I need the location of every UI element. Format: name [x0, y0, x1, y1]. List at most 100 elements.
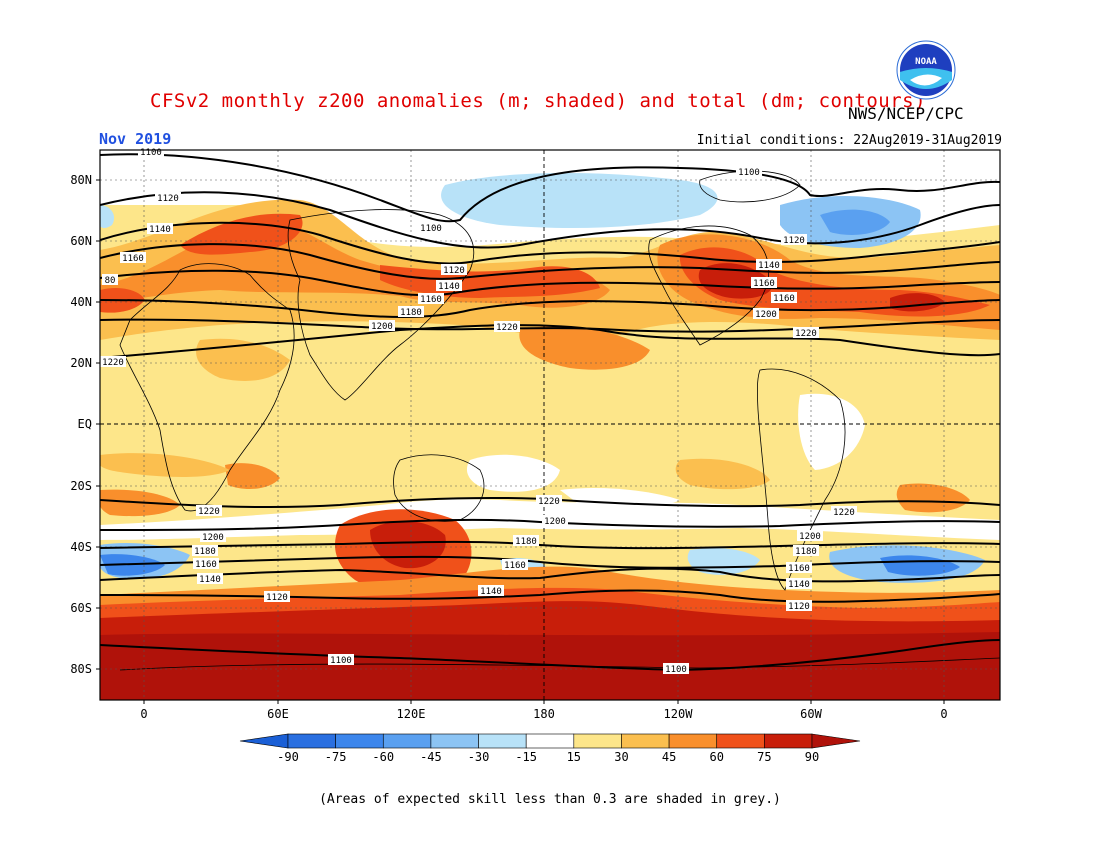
svg-text:1160: 1160: [788, 564, 810, 574]
lat-tick: 40S: [70, 540, 100, 554]
colorbar-low-arrow: [239, 733, 289, 749]
contour-label: 80: [102, 274, 118, 286]
svg-text:20N: 20N: [70, 356, 92, 370]
colorbar-tick-label: 45: [662, 750, 676, 764]
colorbar-tick-label: 30: [614, 750, 628, 764]
svg-text:80N: 80N: [70, 173, 92, 187]
colorbar-swatch: [668, 733, 718, 749]
svg-text:1100: 1100: [420, 224, 442, 234]
lon-tick: 60W: [800, 700, 823, 721]
contour-label: 1140: [436, 280, 462, 292]
lat-tick: EQ: [78, 417, 100, 431]
svg-text:1200: 1200: [799, 532, 821, 542]
contour-label: 1160: [786, 562, 812, 574]
svg-text:1160: 1160: [420, 295, 442, 305]
colorbar-swatch: [764, 733, 813, 749]
svg-text:1100: 1100: [330, 656, 352, 666]
contour-label: 1100: [328, 654, 354, 666]
svg-text:80S: 80S: [70, 662, 92, 676]
svg-text:1100: 1100: [140, 148, 162, 158]
lat-tick: 80N: [70, 173, 100, 187]
svg-text:1140: 1140: [149, 225, 171, 235]
svg-text:1120: 1120: [788, 602, 810, 612]
colorbar-labels: -90 -75 -60 -45 -30 -15 15 30 45 60 75 90: [277, 750, 819, 764]
svg-text:60S: 60S: [70, 601, 92, 615]
svg-text:40N: 40N: [70, 295, 92, 309]
contour-label: 1200: [753, 308, 779, 320]
svg-text:60E: 60E: [267, 707, 289, 721]
contour-label: 1220: [831, 506, 857, 518]
svg-text:1200: 1200: [371, 322, 393, 332]
svg-text:1220: 1220: [538, 497, 560, 507]
lon-tick: 120E: [397, 700, 425, 721]
contour-label: 1120: [441, 264, 467, 276]
svg-text:1100: 1100: [665, 665, 687, 675]
contour-label: 1100: [418, 222, 444, 234]
contour-label: 1220: [100, 356, 126, 368]
svg-text:1140: 1140: [438, 282, 460, 292]
graticule: [100, 150, 1000, 700]
svg-text:EQ: EQ: [78, 417, 92, 431]
contour-label: 1200: [542, 515, 568, 527]
svg-text:1200: 1200: [755, 310, 777, 320]
reference-lines: [100, 150, 1000, 700]
svg-text:1140: 1140: [199, 575, 221, 585]
contour-label: 1120: [155, 192, 181, 204]
colorbar-swatch: [382, 733, 432, 749]
colorbar-swatch: [335, 733, 384, 749]
colorbar-swatch: [573, 733, 622, 749]
svg-text:1220: 1220: [795, 329, 817, 339]
colorbar-swatch: [525, 733, 575, 749]
colorbar-swatch: [621, 733, 670, 749]
svg-text:180: 180: [533, 707, 555, 721]
colorbar-tick-label: 90: [805, 750, 819, 764]
svg-text:40S: 40S: [70, 540, 92, 554]
lat-tick: 60S: [70, 601, 100, 615]
svg-text:1200: 1200: [202, 533, 224, 543]
contour-label: 1140: [756, 259, 782, 271]
colorbar-swatch: [478, 733, 527, 749]
contour-label: 1180: [793, 545, 819, 557]
contour-label: 1200: [797, 530, 823, 542]
longitude-axis: 0 60E 120E 180 120W 60W 0: [140, 700, 948, 721]
contour-label: 1120: [781, 234, 807, 246]
svg-text:1180: 1180: [795, 547, 817, 557]
contour-label: 1160: [418, 293, 444, 305]
colorbar-swatch: [430, 733, 479, 749]
svg-text:1220: 1220: [496, 323, 518, 333]
svg-text:1140: 1140: [758, 261, 780, 271]
svg-text:1200: 1200: [544, 517, 566, 527]
contour-label: 1120: [264, 591, 290, 603]
noaa-logo-text: NOAA: [915, 57, 937, 67]
latitude-axis: 80N 60N 40N 20N EQ 20S 40S 60S 80S: [70, 173, 100, 676]
lon-tick: 60E: [267, 700, 289, 721]
svg-text:1120: 1120: [157, 194, 179, 204]
svg-text:60N: 60N: [70, 234, 92, 248]
svg-text:80: 80: [105, 276, 116, 286]
contour-label-group: 1100 1120 1140 1160 80 1100 1120 1140 11…: [100, 146, 857, 675]
lon-tick: 180: [533, 700, 555, 721]
skill-footnote: (Areas of expected skill less than 0.3 a…: [319, 792, 781, 807]
svg-text:1180: 1180: [400, 308, 422, 318]
colorbar-tick-label: -45: [420, 750, 442, 764]
initial-conditions: Initial conditions: 22Aug2019-31Aug2019: [696, 133, 1002, 148]
svg-text:60W: 60W: [800, 707, 822, 721]
svg-text:1120: 1120: [443, 266, 465, 276]
colorbar-tick-label: -30: [468, 750, 490, 764]
height-contours: [100, 153, 1000, 672]
contour-label: 1100: [663, 663, 689, 675]
colorbar-tick-label: 75: [757, 750, 771, 764]
coastlines: [119, 170, 1000, 671]
svg-text:1140: 1140: [788, 580, 810, 590]
contour-label: 1220: [793, 327, 819, 339]
contour-label: 1140: [786, 578, 812, 590]
svg-text:1180: 1180: [515, 537, 537, 547]
lon-tick: 0: [940, 700, 948, 721]
contour-label: 1100: [736, 166, 762, 178]
contour-label: 1160: [120, 252, 146, 264]
lat-tick: 80S: [70, 662, 100, 676]
svg-text:1160: 1160: [122, 254, 144, 264]
contour-label: 1160: [502, 559, 528, 571]
agency-label: NWS/NCEP/CPC: [848, 104, 964, 123]
svg-text:1140: 1140: [480, 587, 502, 597]
